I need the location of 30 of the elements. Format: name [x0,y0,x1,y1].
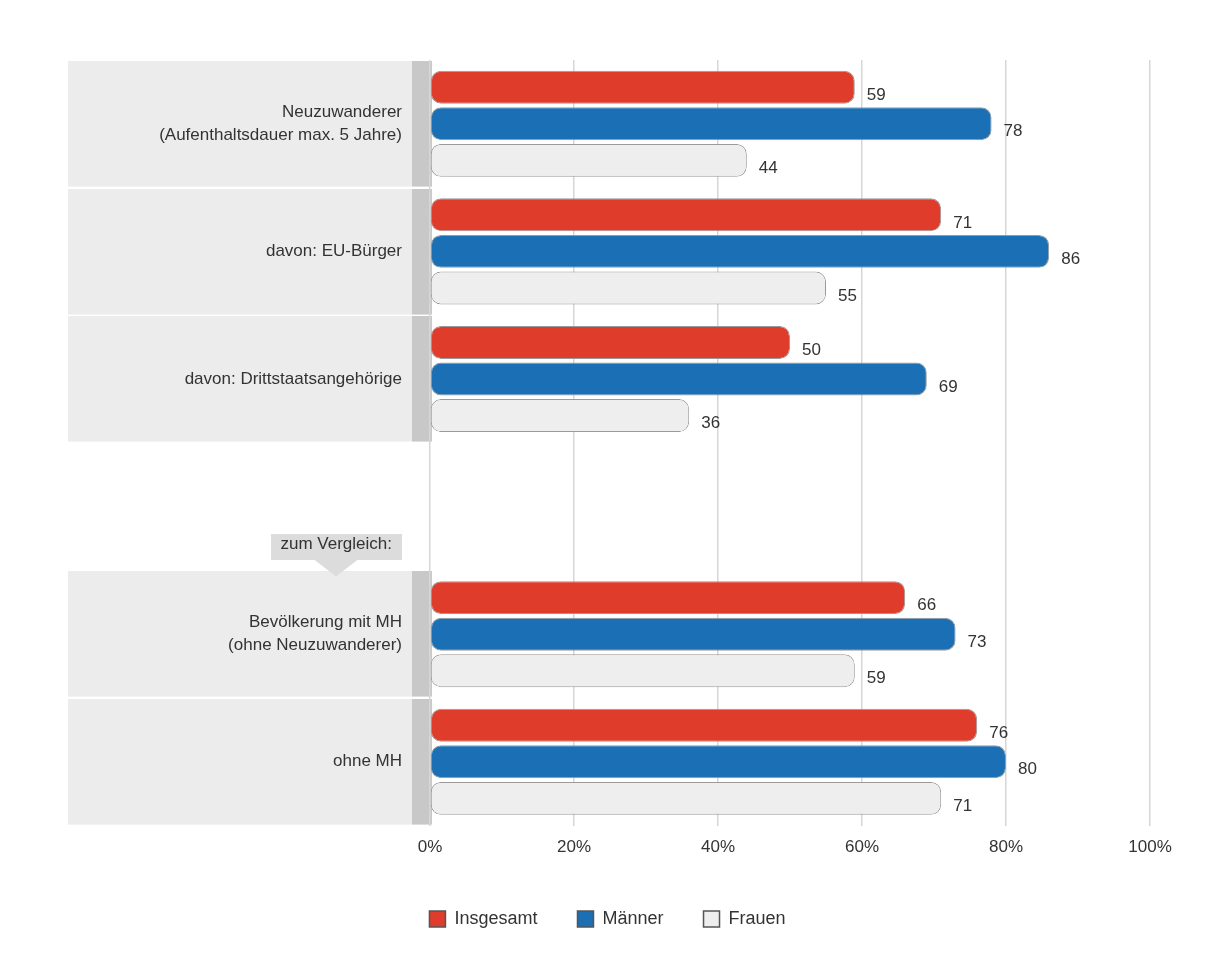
data-label: 66 [917,595,937,615]
data-label: 71 [953,796,973,816]
legend-label: Frauen [728,907,786,928]
y-tick-label: ohne MH [333,751,402,771]
data-label: 71 [953,212,973,232]
data-label: 44 [758,158,778,178]
x-tick-label: 80% [988,837,1024,857]
data-label: 80 [1018,759,1037,779]
data-label: 55 [838,285,857,305]
data-label: 78 [1003,121,1023,141]
text: zum Vergleich: [270,533,402,560]
x-tick-label: 0% [417,837,443,857]
data-label: 76 [989,722,1009,742]
data-label: 69 [938,376,958,396]
data-label: 36 [701,413,721,433]
data-label: 86 [1061,249,1081,269]
y-tick-label: davon: EU-Bürger [265,241,403,261]
data-label: 59 [866,668,886,688]
y-tick-label: Neuzuwanderer (Aufenthaltsdauer max. 5 Jahre) [159,102,403,144]
data-label: 50 [802,340,821,360]
legend-label: Insgesamt [454,907,538,928]
x-tick-label: 20% [556,837,592,857]
legend-label: Männer [602,907,664,928]
y-tick-label: davon: Drittstaatsangehörige [184,368,402,388]
x-tick-label: 100% [1128,837,1172,857]
data-label: 59 [866,84,886,104]
x-tick-label: 40% [700,837,736,857]
x-tick-label: 60% [844,837,880,857]
data-label: 73 [967,631,987,651]
y-tick-label: Bevölkerung mit MH (ohne Neuzuwanderer) [228,612,402,655]
